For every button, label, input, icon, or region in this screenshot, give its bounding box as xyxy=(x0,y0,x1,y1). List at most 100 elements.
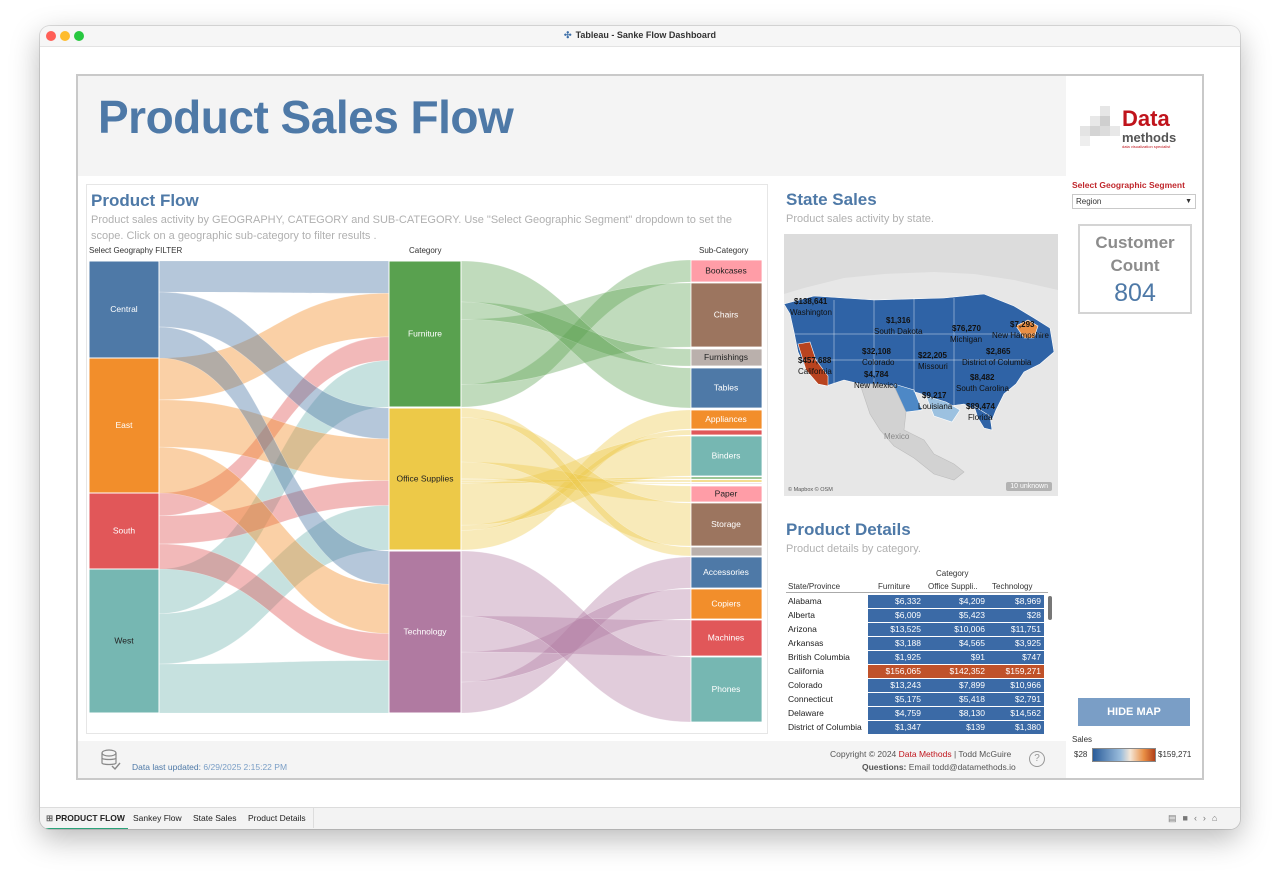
table-scrollbar[interactable] xyxy=(1048,596,1052,620)
unknown-badge[interactable]: 10 unknown xyxy=(1006,482,1052,491)
table-cell[interactable]: $139 xyxy=(924,721,988,734)
close-window-button[interactable] xyxy=(46,31,56,41)
table-cell[interactable]: $5,418 xyxy=(924,693,988,706)
subcategory-node-9[interactable] xyxy=(690,482,763,485)
category-node-0[interactable] xyxy=(388,260,462,408)
product-flow-title: Product Flow xyxy=(91,191,199,210)
questions: Questions: Email todd@datamethods.io xyxy=(862,762,1016,772)
title-bar: ✣ Tableau - Sanke Flow Dashboard xyxy=(40,26,1240,47)
region-label-south: South xyxy=(113,525,135,535)
table-row-label: Connecticut xyxy=(788,694,833,704)
col-header-office: Office Suppli.. xyxy=(928,582,978,591)
table-cell[interactable]: $6,332 xyxy=(868,595,924,608)
table-row-label: Colorado xyxy=(788,680,823,690)
table-cell[interactable]: $8,969 xyxy=(988,595,1044,608)
help-icon[interactable]: ? xyxy=(1029,751,1045,767)
sales-legend-max: $159,271 xyxy=(1158,750,1192,759)
subcategory-node-4[interactable] xyxy=(690,409,763,430)
category-node-1[interactable] xyxy=(388,407,462,551)
table-cell[interactable]: $91 xyxy=(924,651,988,664)
table-cell[interactable]: $142,352 xyxy=(924,665,988,678)
table-cell[interactable]: $10,006 xyxy=(924,623,988,636)
subcategory-node-2[interactable] xyxy=(690,348,763,367)
category-group-header: Category xyxy=(936,569,969,578)
table-cell[interactable]: $13,243 xyxy=(868,679,924,692)
table-cell[interactable]: $156,065 xyxy=(868,665,924,678)
table-row-label: Delaware xyxy=(788,708,824,718)
customer-count-card: Customer Count 804 xyxy=(1078,224,1192,314)
region-label-central: Central xyxy=(110,304,138,314)
table-cell[interactable]: $6,009 xyxy=(868,609,924,622)
minimize-window-button[interactable] xyxy=(60,31,70,41)
table-cell[interactable]: $3,188 xyxy=(868,637,924,650)
table-cell[interactable]: $1,925 xyxy=(868,651,924,664)
subcategory-node-3[interactable] xyxy=(690,367,763,409)
table-cell[interactable]: $5,423 xyxy=(924,609,988,622)
subcategory-node-11[interactable] xyxy=(690,502,763,547)
california-shape[interactable] xyxy=(797,341,829,387)
subcategory-label-2: Furnishings xyxy=(704,352,748,362)
region-node-east[interactable] xyxy=(88,357,160,494)
col-header-furniture: Furniture xyxy=(878,582,911,591)
subcategory-node-13[interactable] xyxy=(690,556,763,589)
table-cell[interactable]: $747 xyxy=(988,651,1044,664)
state-sales-map[interactable]: $138,641 Washington $1,316 South Dakota … xyxy=(784,234,1058,496)
table-cell[interactable]: $5,175 xyxy=(868,693,924,706)
map-attribution: © Mapbox © OSM xyxy=(788,487,833,493)
subcategory-node-0[interactable] xyxy=(690,259,763,283)
table-cell[interactable]: $11,751 xyxy=(988,623,1044,636)
subcategory-node-5[interactable] xyxy=(690,429,763,436)
table-cell[interactable]: $28 xyxy=(988,609,1044,622)
subcategory-node-15[interactable] xyxy=(690,619,763,657)
subcategory-label-0: Bookcases xyxy=(705,265,747,275)
table-cell[interactable]: $8,130 xyxy=(924,707,988,720)
table-cell[interactable]: $4,759 xyxy=(868,707,924,720)
subcategory-node-16[interactable] xyxy=(690,656,763,723)
zoom-window-button[interactable] xyxy=(74,31,84,41)
subcategory-node-8[interactable] xyxy=(690,479,763,483)
table-cell[interactable]: $4,565 xyxy=(924,637,988,650)
sankey-header-2: Sub-Category xyxy=(699,247,748,255)
table-cell[interactable]: $13,525 xyxy=(868,623,924,636)
table-row-label: California xyxy=(788,666,824,676)
region-label-west: West xyxy=(114,635,134,645)
table-cell[interactable]: $1,380 xyxy=(988,721,1044,734)
table-cell[interactable]: $1,347 xyxy=(868,721,924,734)
table-cell[interactable]: $4,209 xyxy=(924,595,988,608)
data-methods-logo: Data methods data visualization speciali… xyxy=(1080,106,1176,149)
subcategory-node-1[interactable] xyxy=(690,282,763,348)
tab-state-sales[interactable]: State Sales xyxy=(193,813,237,823)
table-cell[interactable]: $159,271 xyxy=(988,665,1044,678)
category-node-2[interactable] xyxy=(388,550,462,714)
col-header-technology: Technology xyxy=(992,582,1033,591)
subcategory-node-7[interactable] xyxy=(690,476,763,480)
subcategory-node-12[interactable] xyxy=(690,546,763,557)
product-flow-description: Product sales activity by GEOGRAPHY, CAT… xyxy=(91,214,733,242)
tab-product-flow[interactable]: ⊞ PRODUCT FLOW xyxy=(44,808,128,829)
state-column-header: State/Province xyxy=(788,582,841,591)
northeast-shape[interactable] xyxy=(1015,319,1039,339)
table-cell[interactable]: $3,925 xyxy=(988,637,1044,650)
table-row-label: Alberta xyxy=(788,610,815,620)
sankey-header-0: Select Geography FILTER xyxy=(89,247,182,255)
table-cell[interactable]: $10,966 xyxy=(988,679,1044,692)
sheet-nav-icons[interactable]: ▤■‹›⌂ xyxy=(1168,813,1224,823)
tab-product-details[interactable]: Product Details xyxy=(248,813,306,823)
region-node-south[interactable] xyxy=(88,492,160,570)
tab-sankey-flow[interactable]: Sankey Flow xyxy=(133,813,182,823)
table-cell[interactable]: $7,899 xyxy=(924,679,988,692)
region-label-east: East xyxy=(115,420,133,430)
database-icon xyxy=(101,749,121,771)
geo-segment-select[interactable]: Region ▼ xyxy=(1072,194,1196,209)
subcategory-node-14[interactable] xyxy=(690,588,763,620)
subcategory-node-6[interactable] xyxy=(690,435,763,477)
subcategory-label-16: Phones xyxy=(712,684,741,694)
flow-west-2[interactable] xyxy=(158,660,390,714)
hide-map-button[interactable]: HIDE MAP xyxy=(1078,698,1190,726)
subcategory-node-10[interactable] xyxy=(690,485,763,503)
table-cell[interactable]: $2,791 xyxy=(988,693,1044,706)
region-node-central[interactable] xyxy=(88,260,160,359)
table-cell[interactable]: $14,562 xyxy=(988,707,1044,720)
flow-central-0[interactable] xyxy=(158,260,390,294)
region-node-west[interactable] xyxy=(88,568,160,714)
